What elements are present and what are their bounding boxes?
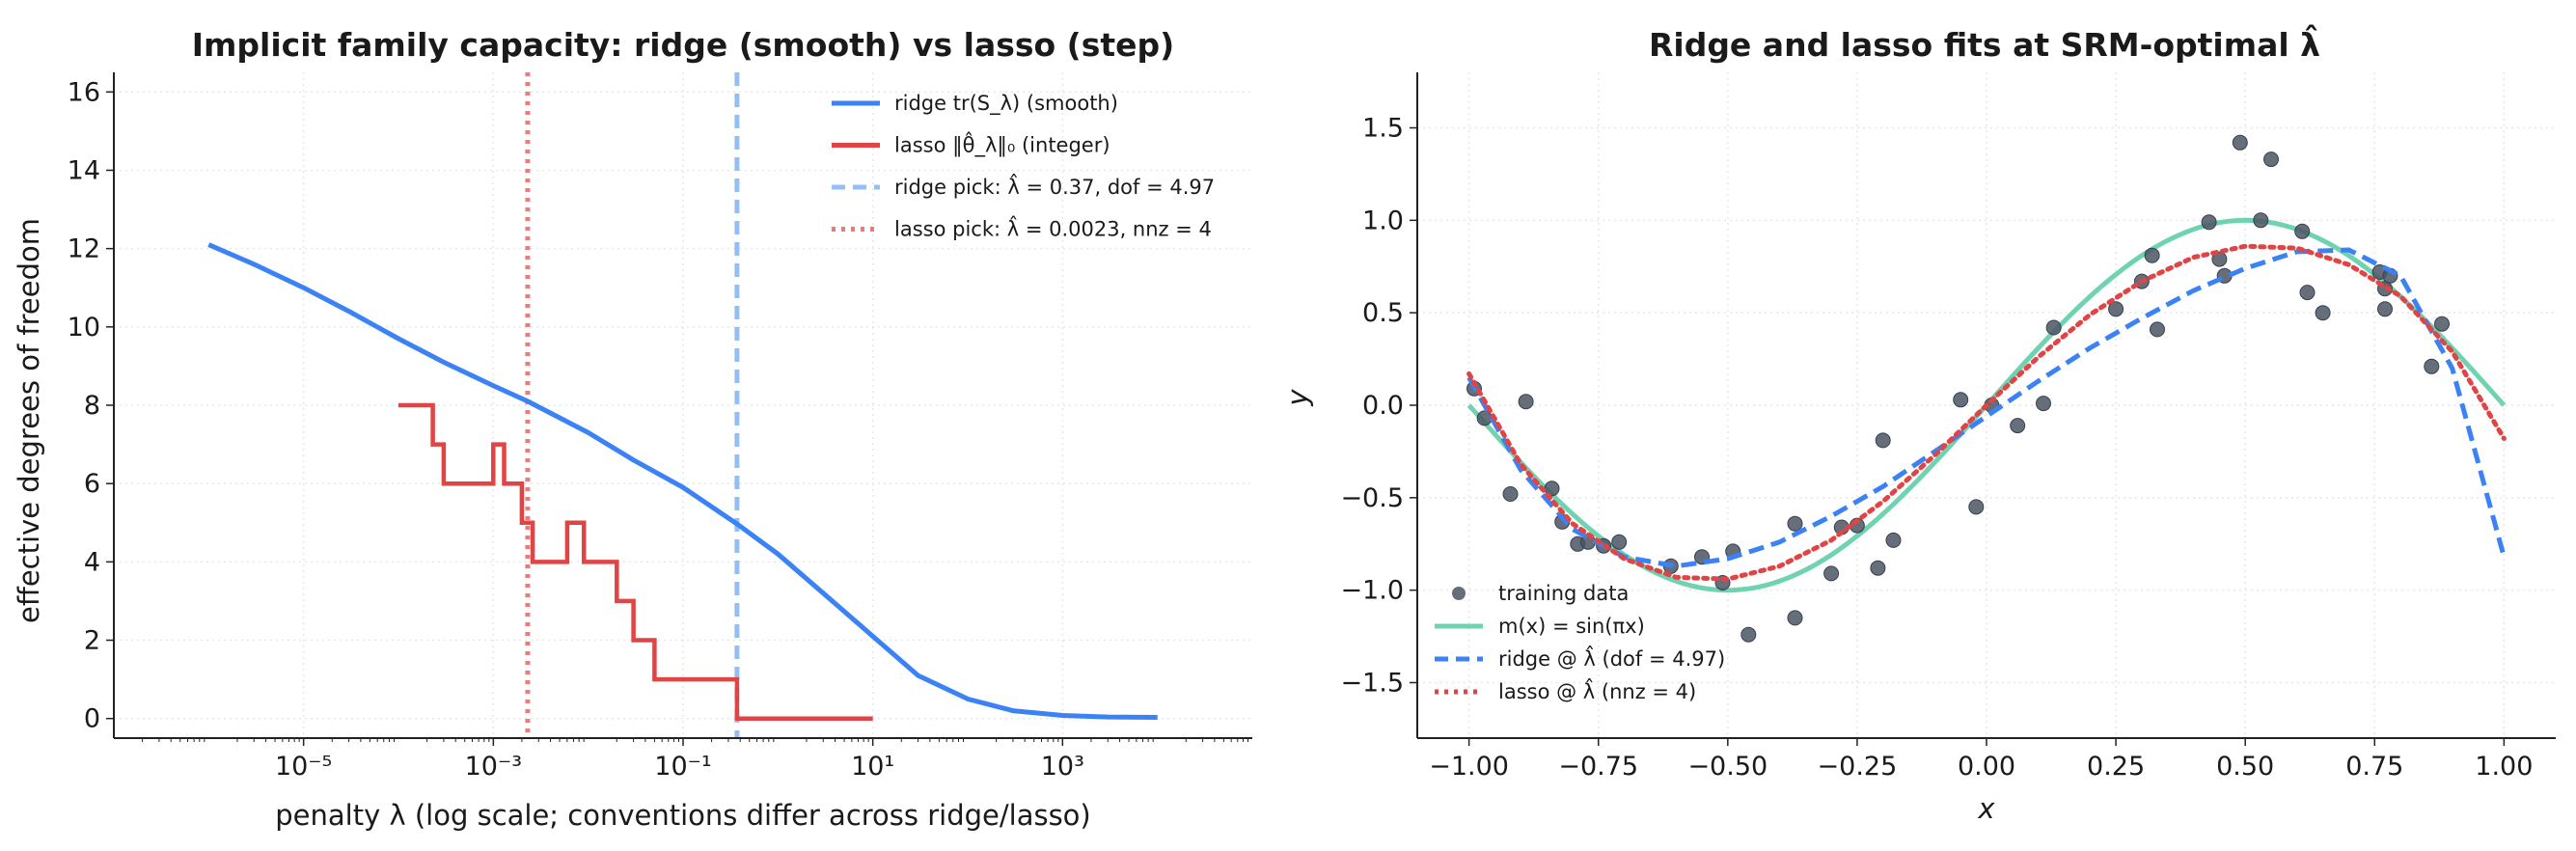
training-point xyxy=(2010,418,2026,434)
training-point xyxy=(2232,134,2248,151)
right-y-tick-label: −1.5 xyxy=(1340,669,1404,699)
right-y-axis-label: y xyxy=(1281,389,1314,407)
left-chart-title: Implicit family capacity: ridge (smooth)… xyxy=(192,26,1175,64)
training-point xyxy=(2424,358,2440,374)
right-legend-label: m(x) = sin(πx) xyxy=(1498,615,1645,638)
right-legend: training data m(x) = sin(πx) ridge @ λ̂ (d… xyxy=(1435,582,1725,703)
left-vlines xyxy=(525,72,740,738)
training-point xyxy=(1953,392,1969,408)
left-y-axis-label: effective degrees of freedom xyxy=(13,218,45,623)
right-x-ticks: −1.00 −0.75 −0.50 −0.25 0.00 0.25 0.50 0.75 1.00 xyxy=(1429,738,2533,782)
right-chart-title: Ridge and lasso fits at SRM-optimal λ̂ xyxy=(1649,24,2320,64)
training-point xyxy=(1502,486,1519,502)
right-legend-marker xyxy=(1452,587,1466,600)
training-point xyxy=(2294,223,2311,239)
right-x-tick-label: 0.00 xyxy=(1958,752,2015,782)
training-point xyxy=(1787,610,1803,626)
left-y-tick-label: 8 xyxy=(84,391,100,421)
training-point xyxy=(2315,305,2331,321)
left-x-tick-label: 10⁻³ xyxy=(465,752,522,782)
left-y-tick-label: 2 xyxy=(84,626,100,656)
left-y-tick-label: 10 xyxy=(68,313,100,343)
right-y-tick-label: 0.0 xyxy=(1362,391,1404,421)
left-legend-label: ridge pick: λ̂ = 0.37, dof = 4.97 xyxy=(894,174,1215,199)
right-y-tick-label: 1.5 xyxy=(1362,114,1404,144)
right-x-tick-label: −0.75 xyxy=(1558,752,1638,782)
ridge-dof-line xyxy=(207,242,1158,720)
left-legend-label: ridge tr(S_λ) (smooth) xyxy=(894,92,1118,116)
left-y-tick-label: 14 xyxy=(68,155,100,185)
ridge-fit-line xyxy=(1466,247,2507,569)
left-y-ticks: 0 2 4 6 8 10 12 14 16 xyxy=(68,77,114,734)
left-x-tick-label: 10¹ xyxy=(851,752,894,782)
training-point xyxy=(2253,212,2269,229)
right-x-tick-label: −0.50 xyxy=(1687,752,1768,782)
training-point xyxy=(1823,565,1840,582)
training-point xyxy=(1968,499,1985,515)
right-x-tick-label: 0.75 xyxy=(2345,752,2403,782)
right-x-tick-label: 0.50 xyxy=(2216,752,2274,782)
left-legend-label: lasso ‖θ̂_λ‖₀ (integer) xyxy=(894,132,1110,158)
left-y-tick-label: 0 xyxy=(84,704,100,734)
left-y-tick-label: 16 xyxy=(68,77,100,107)
training-point xyxy=(1518,394,1534,410)
left-legend: ridge tr(S_λ) (smooth) lasso ‖θ̂_λ‖₀ (int… xyxy=(832,92,1215,241)
right-x-tick-label: −0.25 xyxy=(1818,752,1898,782)
left-x-tick-label: 10⁻¹ xyxy=(654,752,711,782)
right-x-tick-label: 1.00 xyxy=(2475,752,2533,782)
right-legend-label: ridge @ λ̂ (dof = 4.97) xyxy=(1498,645,1725,671)
left-x-tick-label: 10³ xyxy=(1041,752,1084,782)
left-series xyxy=(207,242,1158,721)
right-y-tick-label: −1.0 xyxy=(1340,576,1404,606)
left-x-tick-label: 10⁻⁵ xyxy=(275,752,332,782)
left-y-tick-label: 6 xyxy=(84,469,100,499)
left-y-tick-label: 12 xyxy=(68,234,100,264)
training-point xyxy=(1870,560,1886,576)
left-y-tick-label: 4 xyxy=(84,547,100,577)
training-point xyxy=(2150,321,2165,338)
right-y-tick-label: −0.5 xyxy=(1340,483,1404,513)
training-point xyxy=(1611,534,1628,550)
training-point xyxy=(1740,626,1757,643)
left-gridlines xyxy=(114,72,1252,738)
right-y-tick-label: 1.0 xyxy=(1362,206,1404,235)
training-point xyxy=(2201,214,2217,231)
training-point xyxy=(2434,316,2450,332)
training-point xyxy=(2144,247,2160,263)
training-point xyxy=(2299,285,2316,301)
training-point xyxy=(1787,515,1803,532)
training-point xyxy=(2211,251,2228,267)
training-point xyxy=(2263,151,2279,168)
right-x-tick-label: −1.00 xyxy=(1429,752,1509,782)
training-point xyxy=(1885,532,1902,548)
training-point xyxy=(2045,319,2062,336)
lasso-dof-step-line xyxy=(398,402,873,721)
left-x-axis-label: penalty λ (log scale; conventions differ… xyxy=(275,799,1091,832)
right-y-tick-label: 0.5 xyxy=(1362,298,1404,328)
right-x-tick-label: 0.25 xyxy=(2087,752,2145,782)
right-x-axis-label: x xyxy=(1977,792,1995,825)
right-legend-label: lasso @ λ̂ (nnz = 4) xyxy=(1498,678,1696,703)
left-legend-label: lasso pick: λ̂ = 0.0023, nnz = 4 xyxy=(894,216,1212,241)
training-point xyxy=(2377,301,2393,317)
right-y-ticks: −1.5 −1.0 −0.5 0.0 0.5 1.0 1.5 xyxy=(1340,114,1417,699)
left-x-ticks: 10⁻⁵ 10⁻³ 10⁻¹ 10¹ 10³ xyxy=(142,738,1249,782)
right-chart: Ridge and lasso fits at SRM-optimal λ̂ −… xyxy=(1281,24,2556,825)
training-point xyxy=(2108,301,2124,317)
left-chart: Implicit family capacity: ridge (smooth)… xyxy=(13,26,1252,832)
training-point xyxy=(1476,410,1493,426)
training-point xyxy=(2036,396,2051,412)
training-point xyxy=(1875,432,1891,449)
right-legend-label: training data xyxy=(1498,582,1629,605)
lasso-fit-line xyxy=(1466,243,2507,582)
right-series xyxy=(1466,134,2507,643)
